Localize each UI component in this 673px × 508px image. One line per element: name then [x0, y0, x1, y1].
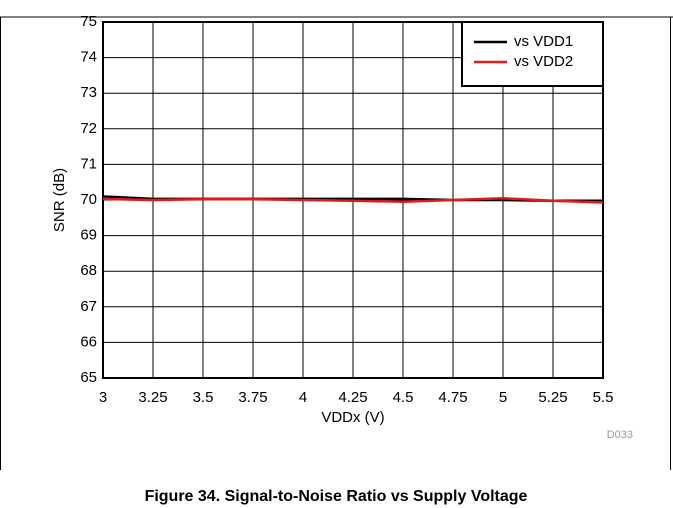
x-tick-label: 3.5 [193, 389, 214, 406]
y-tick-label: 69 [80, 227, 97, 244]
x-tick-label: 5 [499, 389, 507, 406]
legend-box [461, 21, 604, 87]
series-line [102, 196, 604, 204]
x-tick-label: 4.75 [438, 389, 467, 406]
legend-label: vs VDD1 [514, 33, 573, 50]
x-tick-label: 5.5 [593, 389, 614, 406]
y-axis-label: SNR (dB) [51, 168, 68, 232]
x-tick-label: 4.5 [393, 389, 414, 406]
y-tick-label: 75 [80, 13, 97, 30]
legend-label: vs VDD2 [514, 53, 573, 70]
y-tick-label: 74 [80, 49, 97, 66]
y-tick-label: 68 [80, 262, 97, 279]
y-tick-label: 73 [80, 84, 97, 101]
x-tick-label: 4 [299, 389, 307, 406]
y-tick-label: 65 [80, 369, 97, 386]
y-tick-label: 66 [80, 333, 97, 350]
y-tick-label: 71 [80, 155, 97, 172]
y-tick-label: 72 [80, 120, 97, 137]
x-tick-label: 5.25 [538, 389, 567, 406]
figure-code: D033 [607, 429, 633, 441]
x-tick-label: 3.25 [138, 389, 167, 406]
x-tick-label: 3.75 [238, 389, 267, 406]
caption: Figure 34. Signal-to-Noise Ratio vs Supp… [145, 488, 528, 505]
x-axis-label: VDDx (V) [321, 409, 384, 426]
x-tick-label: 4.25 [338, 389, 367, 406]
y-tick-label: 70 [80, 191, 97, 208]
x-tick-label: 3 [99, 389, 107, 406]
y-tick-label: 67 [80, 298, 97, 315]
